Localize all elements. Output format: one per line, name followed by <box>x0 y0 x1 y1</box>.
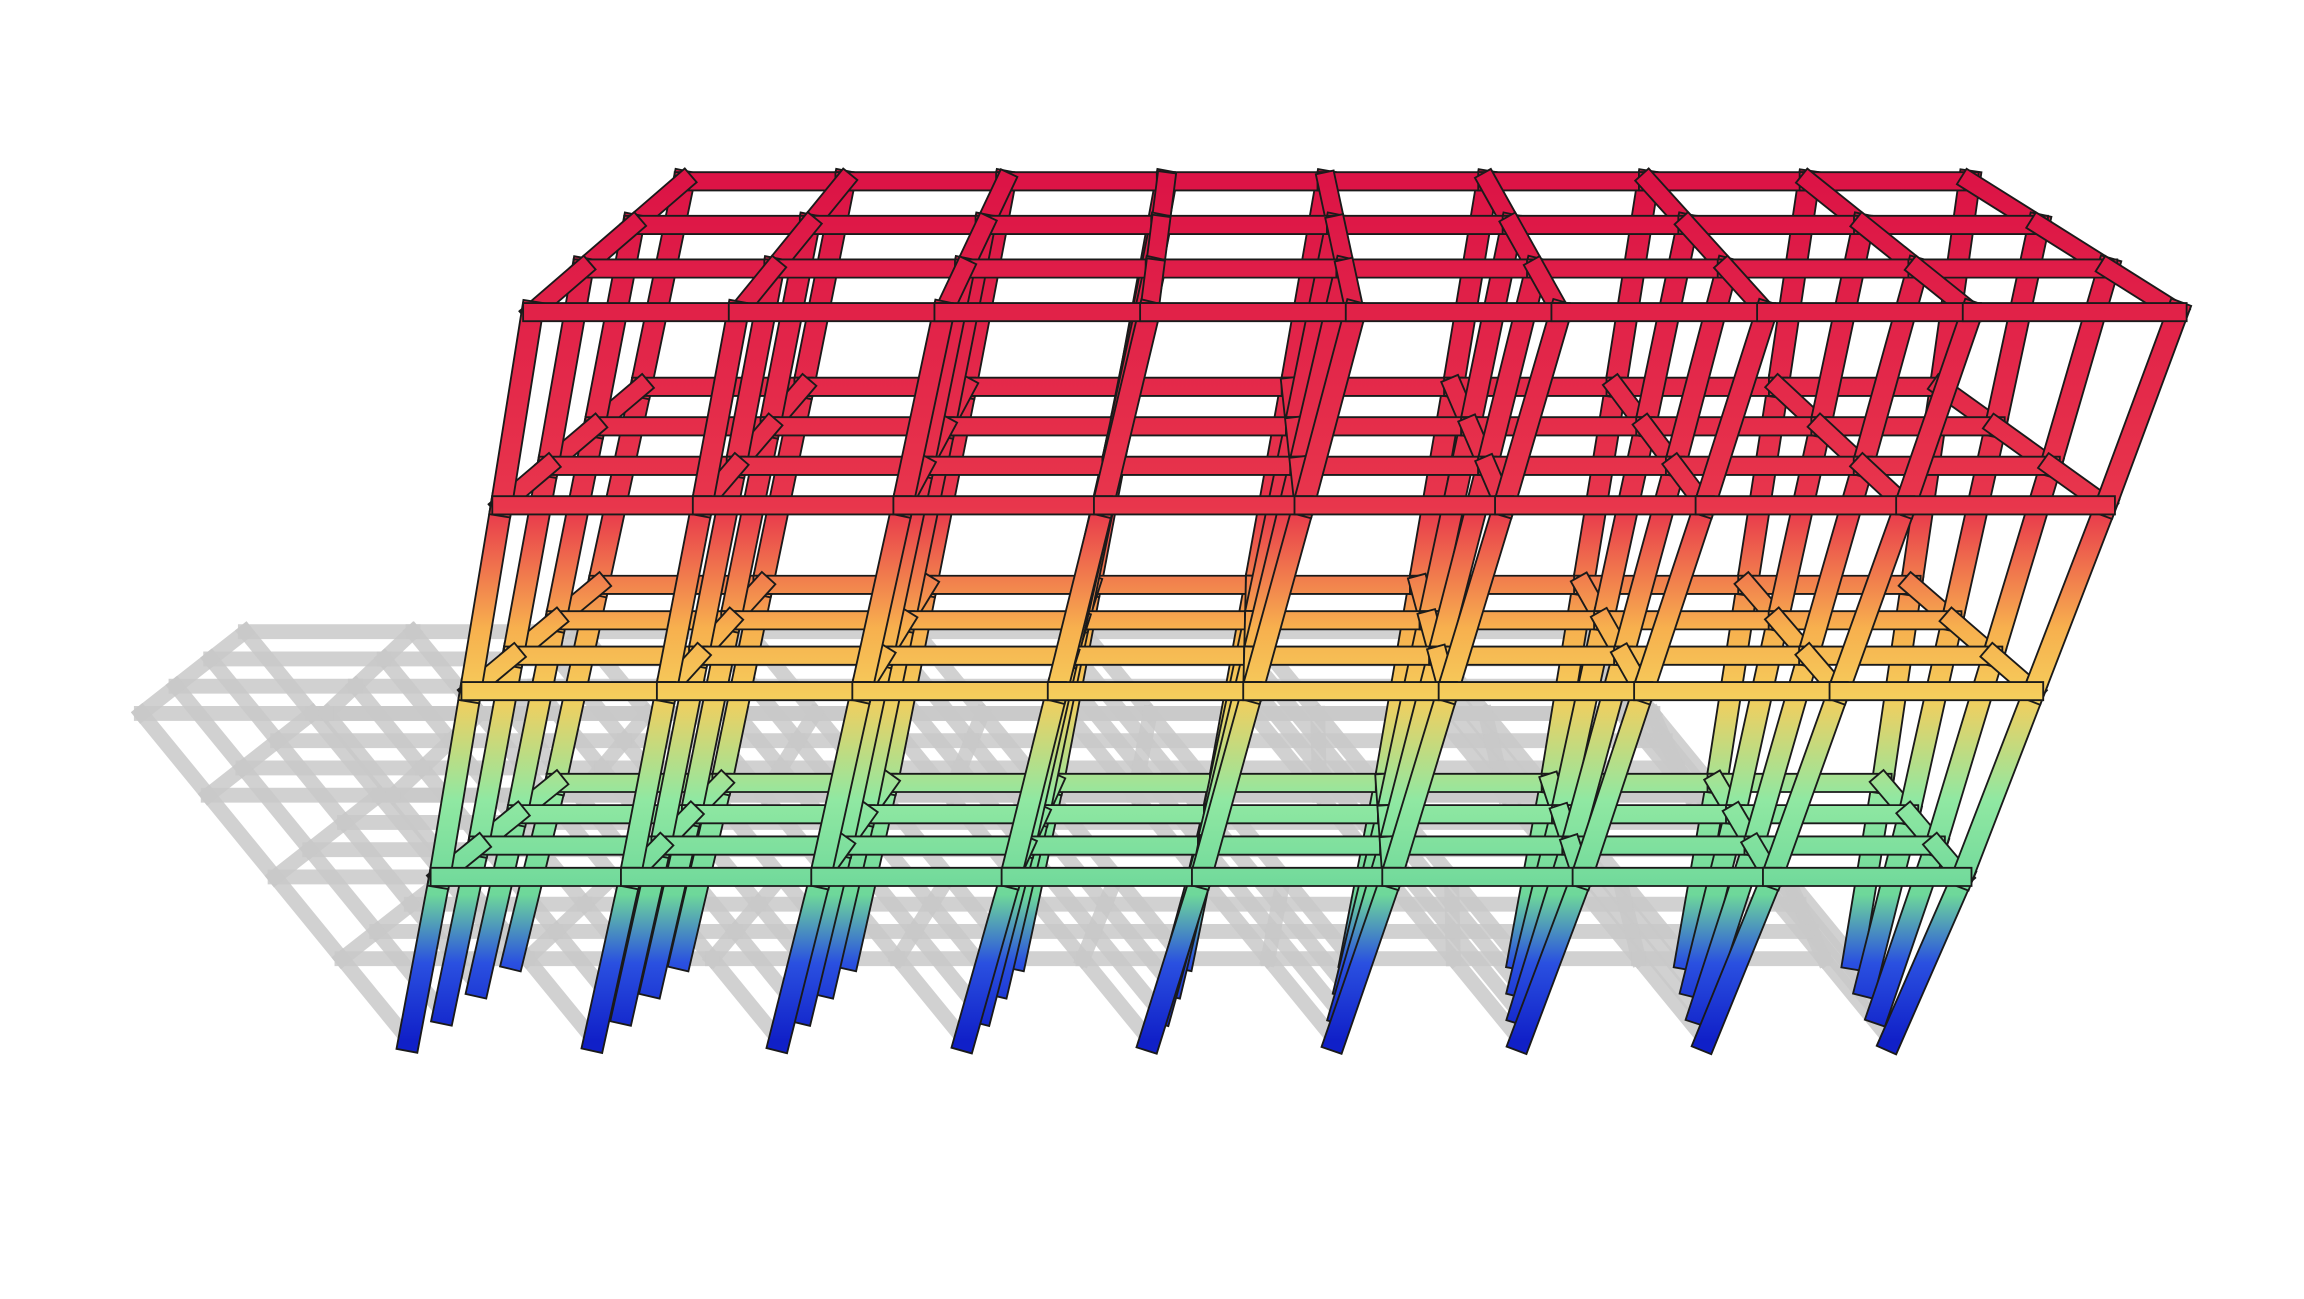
column <box>1759 678 1852 890</box>
column <box>618 679 678 889</box>
shadow-member <box>1072 948 1161 1051</box>
shadow-member <box>1196 839 1284 942</box>
shadow-member <box>435 866 524 970</box>
shadow-member <box>165 675 254 779</box>
shadow-member <box>1257 948 1346 1051</box>
column <box>1949 678 2047 890</box>
column <box>1458 213 1524 438</box>
shadow-member <box>1442 920 1531 1024</box>
column <box>2038 256 2121 478</box>
column <box>1981 453 2063 668</box>
column <box>2093 299 2190 518</box>
column <box>1507 864 1595 1053</box>
column <box>724 257 785 478</box>
column <box>1663 256 1739 478</box>
shadow-member <box>200 648 289 752</box>
shadow-member <box>1615 893 1703 997</box>
column <box>808 679 873 889</box>
column <box>1240 493 1316 703</box>
column <box>1189 679 1265 889</box>
column <box>1631 493 1717 704</box>
column <box>1379 679 1460 889</box>
shadow-member <box>334 811 422 915</box>
shadow-member <box>232 757 321 861</box>
structure <box>395 167 2193 1056</box>
column <box>1692 864 1785 1053</box>
shadow-member <box>1441 893 1530 997</box>
column <box>891 300 956 517</box>
column <box>1291 300 1367 518</box>
shadow-member <box>197 784 286 888</box>
shadow-member <box>130 702 219 806</box>
shadow-member <box>1441 866 1529 970</box>
shadow-member <box>264 866 353 970</box>
column <box>1475 256 1548 478</box>
shadow-member <box>316 702 404 806</box>
shadow-member <box>1273 866 1362 970</box>
shadow-member <box>267 730 355 833</box>
shadow-member <box>299 839 388 942</box>
column <box>2021 492 2119 704</box>
column <box>1940 414 2008 632</box>
column <box>1283 213 1348 438</box>
column <box>1692 299 1779 518</box>
shadow-member <box>344 675 433 779</box>
column <box>1984 213 2051 438</box>
shadow-member <box>1083 920 1172 1024</box>
column <box>1322 864 1404 1053</box>
shadow-member <box>701 948 790 1051</box>
shadow-member <box>373 648 462 752</box>
column <box>428 680 482 889</box>
shadow-member <box>1442 948 1531 1051</box>
column <box>1569 678 1656 890</box>
column <box>849 493 915 703</box>
column <box>767 865 833 1053</box>
column <box>1808 213 1875 438</box>
column <box>690 300 750 517</box>
column <box>1877 864 1976 1054</box>
shadow-member <box>234 621 323 724</box>
shadow-member <box>1262 920 1351 1024</box>
column <box>1826 492 1918 704</box>
shadow-member <box>1608 866 1697 970</box>
shadow-member <box>516 948 605 1051</box>
column <box>1435 493 1517 704</box>
column <box>1850 256 1930 478</box>
column <box>536 257 594 478</box>
column <box>952 864 1023 1053</box>
shadow-member <box>1268 893 1356 997</box>
shadow-member <box>331 948 420 1051</box>
column <box>1091 300 1161 517</box>
column <box>1137 864 1214 1053</box>
shadow-member <box>301 702 390 806</box>
column <box>582 865 642 1052</box>
column <box>654 494 714 703</box>
shadow-member <box>1190 866 1279 970</box>
shadow-member <box>1628 948 1716 1051</box>
column <box>1633 213 1699 438</box>
column <box>397 865 451 1052</box>
column <box>1492 300 1573 518</box>
column <box>758 213 821 438</box>
column <box>1045 493 1115 703</box>
shadow-member <box>887 948 976 1051</box>
column <box>999 679 1069 889</box>
column <box>583 213 645 438</box>
shadow-member <box>1621 920 1710 1024</box>
column <box>459 494 513 703</box>
shadow-member <box>1813 948 1902 1051</box>
column <box>1287 256 1358 478</box>
column <box>490 301 544 517</box>
column <box>1892 299 1985 518</box>
